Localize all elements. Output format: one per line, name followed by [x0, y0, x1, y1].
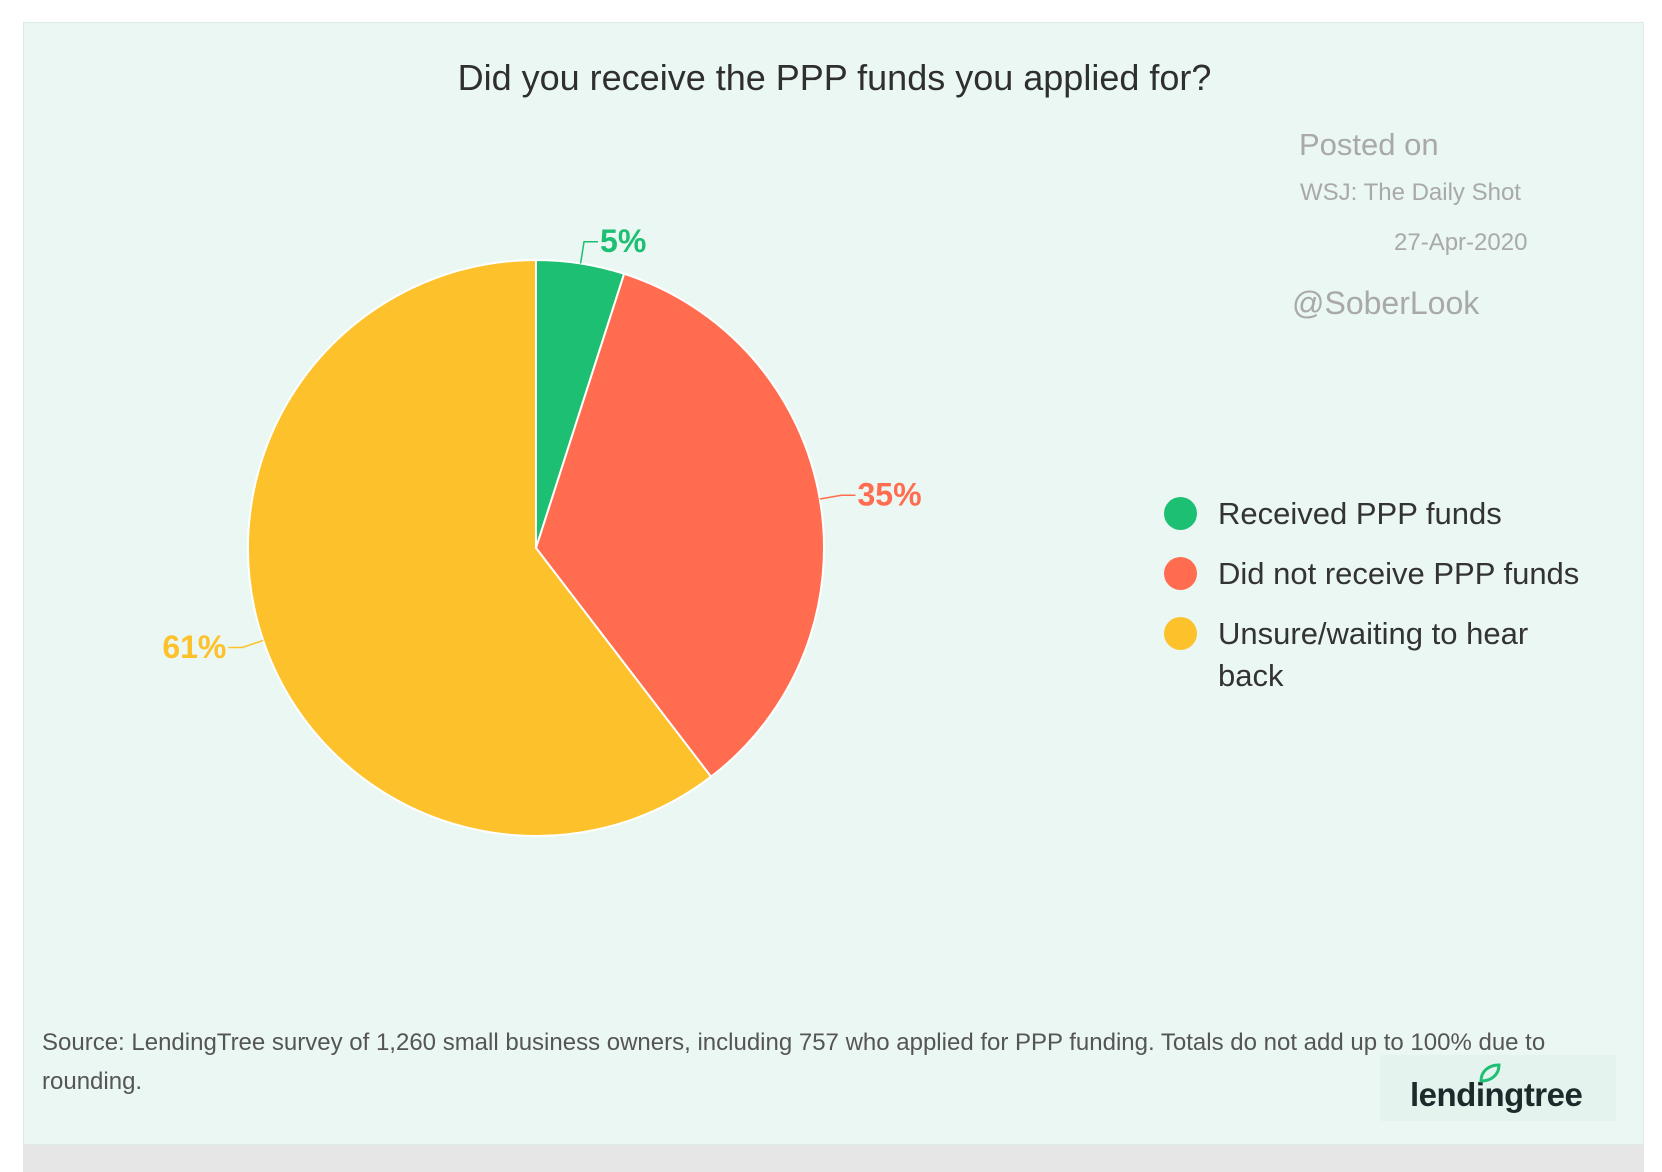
posted-handle: @SoberLook — [1292, 285, 1480, 321]
legend-swatch-unsure — [1164, 617, 1197, 650]
source-footnote: Source: LendingTree survey of 1,260 smal… — [42, 1029, 1546, 1095]
chart-card: Did you receive the PPP funds you applie… — [23, 22, 1644, 1145]
bottom-strip — [23, 1145, 1644, 1172]
pie-slice-not-received — [534, 272, 825, 779]
posted-on-label: Posted on — [1299, 127, 1439, 162]
pie-slice-unsure — [247, 258, 713, 837]
leaf-icon — [1479, 1063, 1501, 1083]
legend-item-not-received: Did not receive PPP funds — [1156, 553, 1616, 595]
lendingtree-logo: lendingtree — [1410, 1076, 1583, 1113]
posted-date: 27-Apr-2020 — [1394, 229, 1528, 256]
leader-line-unsure — [228, 639, 264, 649]
pie-chart: 5% 35% 61% — [162, 223, 922, 837]
data-label-received: 5% — [600, 223, 646, 259]
posted-source: WSJ: The Daily Shot — [1300, 179, 1521, 206]
data-label-not-received: 35% — [857, 477, 921, 513]
legend-swatch-received — [1164, 497, 1197, 530]
leader-line-received — [579, 240, 599, 264]
chart-title: Did you receive the PPP funds you applie… — [457, 57, 1212, 98]
legend-item-unsure: Unsure/waiting to hear back — [1156, 613, 1578, 697]
chart-legend: Received PPP funds Did not receive PPP f… — [1156, 493, 1616, 715]
legend-label-unsure: Unsure/waiting to hear back — [1218, 616, 1529, 693]
legend-swatch-not-received — [1164, 557, 1197, 590]
legend-item-received: Received PPP funds — [1156, 493, 1616, 535]
legend-label-received: Received PPP funds — [1218, 496, 1502, 531]
leader-line-not-received — [819, 494, 856, 500]
data-label-unsure: 61% — [162, 629, 226, 665]
legend-label-not-received: Did not receive PPP funds — [1218, 556, 1580, 591]
